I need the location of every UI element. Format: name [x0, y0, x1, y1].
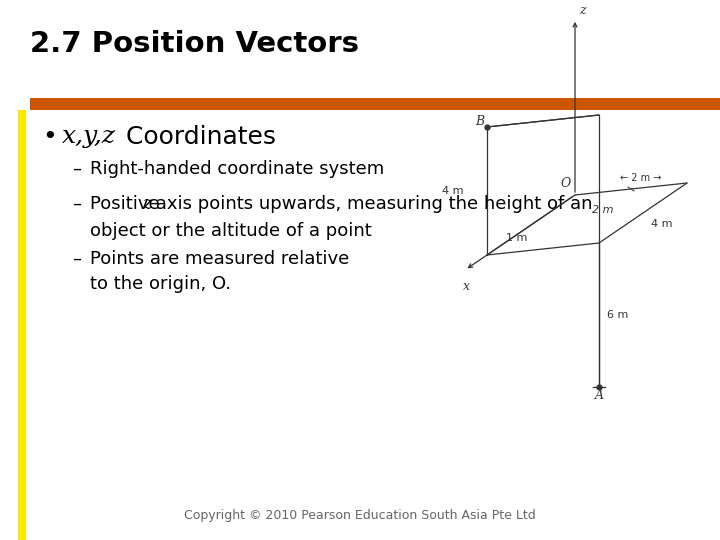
- Text: 2.7 Position Vectors: 2.7 Position Vectors: [30, 30, 359, 58]
- Text: to the origin, O.: to the origin, O.: [90, 275, 231, 293]
- Text: •: •: [42, 125, 57, 149]
- Text: Positive: Positive: [90, 195, 166, 213]
- Text: Copyright © 2010 Pearson Education South Asia Pte Ltd: Copyright © 2010 Pearson Education South…: [184, 509, 536, 522]
- Text: Right-handed coordinate system: Right-handed coordinate system: [90, 160, 384, 178]
- Text: ← 2 m →: ← 2 m →: [621, 173, 662, 183]
- Text: B: B: [475, 115, 484, 128]
- Text: axis points upwards, measuring the height of an: axis points upwards, measuring the heigh…: [150, 195, 593, 213]
- Text: x,y,z: x,y,z: [62, 125, 116, 148]
- Text: O: O: [561, 177, 571, 190]
- Text: x: x: [463, 280, 470, 293]
- Text: 2 m: 2 m: [592, 205, 613, 215]
- Text: –: –: [72, 195, 81, 213]
- Text: 4 m: 4 m: [651, 219, 672, 229]
- Bar: [30, 98, 720, 110]
- Text: –: –: [72, 250, 81, 268]
- Bar: [18, 110, 26, 540]
- Text: 4 m: 4 m: [441, 186, 463, 196]
- Text: 1 m: 1 m: [506, 233, 528, 243]
- Text: object or the altitude of a point: object or the altitude of a point: [90, 222, 372, 240]
- Text: z: z: [142, 195, 151, 213]
- Text: z: z: [579, 4, 585, 17]
- Text: –: –: [72, 160, 81, 178]
- Text: A: A: [595, 389, 603, 402]
- Text: 6 m: 6 m: [607, 310, 629, 320]
- Text: Points are measured relative: Points are measured relative: [90, 250, 349, 268]
- Text: Coordinates: Coordinates: [118, 125, 276, 149]
